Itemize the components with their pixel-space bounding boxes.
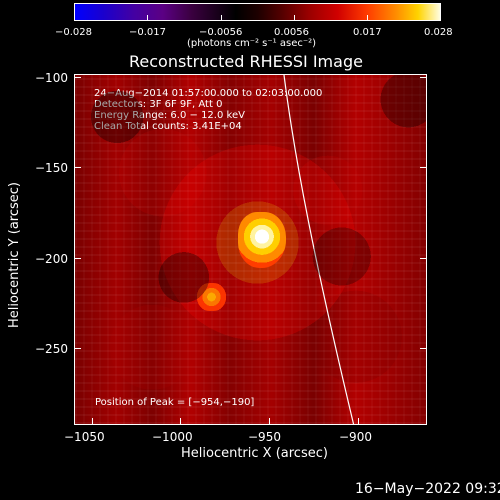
colorbar-label-4: 0.0056 [274, 27, 309, 38]
y-axis-tick-250-left [74, 348, 81, 349]
y-axis-tick-100-right [420, 77, 427, 78]
y-axis-title: Heliocentric Y (arcsec) [7, 182, 22, 328]
y-axis-tick-100-left [74, 77, 81, 78]
plot-title: Reconstructed RHESSI Image [129, 52, 363, 71]
colorbar-label-6: 0.028 [424, 27, 453, 38]
colorbar-tick-4 [294, 15, 295, 21]
y-axis-label-200: −200 [35, 252, 68, 266]
info-line-2: Detectors: 3F 6F 9F, Att 0 [94, 99, 223, 110]
x-axis-title: Heliocentric X (arcsec) [181, 446, 328, 461]
peak-position-label: Position of Peak = [−954,−190] [95, 397, 255, 408]
colorbar-gradient [75, 4, 440, 20]
x-axis-tick-1050 [92, 418, 93, 425]
x-axis-tick-900 [358, 418, 359, 425]
colorbar-unit-label: (photons cm⁻² s⁻¹ asec⁻²) [187, 38, 317, 49]
colorbar-tick-3 [221, 15, 222, 21]
info-line-4: Clean Total counts: 3.41E+04 [94, 121, 242, 132]
colorbar-tick-2 [147, 15, 148, 21]
image-plot-area: 24−Aug−2014 01:57:00.000 to 02:03:00.000… [74, 74, 427, 425]
footer-timestamp: 16−May−2022 09:32 [355, 481, 500, 497]
y-axis-tick-200-right [420, 258, 427, 259]
y-axis-tick-150-right [420, 167, 427, 168]
x-axis-label-1050: −1050 [64, 430, 105, 444]
y-axis-tick-250-right [420, 348, 427, 349]
colorbar-label-2: −0.017 [129, 27, 167, 38]
x-axis-label-1000: −1000 [152, 430, 193, 444]
x-axis-label-900: −900 [339, 430, 372, 444]
colorbar [74, 3, 441, 21]
colorbar-tick-1 [74, 15, 75, 21]
secondary-hotspot [195, 283, 228, 311]
colorbar-label-3: −0.0056 [199, 27, 243, 38]
main-hotspot [238, 212, 286, 268]
y-axis-tick-150-left [74, 167, 81, 168]
y-axis-label-100: −100 [35, 71, 68, 85]
info-line-3: Energy Range: 6.0 − 12.0 keV [94, 110, 245, 121]
colorbar-label-1: −0.028 [55, 27, 93, 38]
y-axis-label-250: −250 [35, 342, 68, 356]
y-axis-tick-200-left [74, 258, 81, 259]
y-axis-label-150: −150 [35, 161, 68, 175]
colorbar-tick-6 [440, 15, 441, 21]
x-axis-label-950: −950 [248, 430, 281, 444]
x-axis-tick-950 [269, 418, 270, 425]
solar-limb-curve [283, 75, 355, 424]
info-line-1: 24−Aug−2014 01:57:00.000 to 02:03:00.000 [94, 88, 323, 99]
colorbar-tick-5 [367, 15, 368, 21]
x-axis-tick-1000 [180, 418, 181, 425]
colorbar-label-5: 0.017 [353, 27, 382, 38]
